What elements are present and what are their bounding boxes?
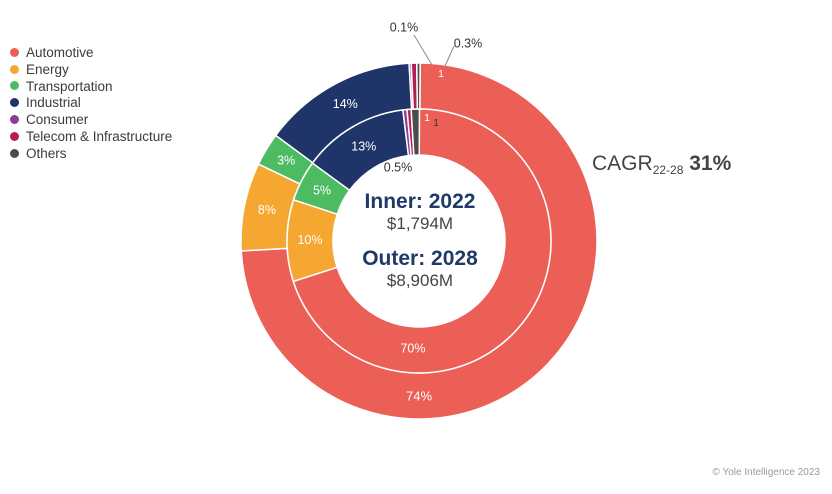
cagr-value: 31%	[689, 152, 732, 175]
cagr-label: CAGR22-28 31%	[592, 152, 731, 177]
legend-swatch	[10, 98, 19, 108]
legend-item: Energy	[10, 61, 172, 78]
inner-center-label: Inner: 2022 $1,794M	[345, 190, 495, 234]
legend-item: Automotive	[10, 44, 172, 61]
legend-item: Telecom & Infrastructure	[10, 128, 172, 145]
inner-ring-slice-others	[410, 108, 421, 156]
legend-label: Industrial	[26, 95, 81, 111]
legend-label: Automotive	[26, 44, 94, 60]
outer-total: $8,906M	[386, 271, 454, 290]
outer-label-others: 0.3%	[454, 36, 483, 50]
legend-item: Transportation	[10, 78, 172, 95]
legend-label: Transportation	[26, 78, 113, 94]
outer-title: Outer: 2028	[362, 247, 478, 270]
cagr-prefix: CAGR	[592, 152, 653, 175]
inner-label-consumer: 0.5%	[384, 160, 413, 174]
inner-ring-slice-automotive	[292, 108, 552, 374]
legend-label: Others	[26, 145, 67, 161]
outer-center-label: Outer: 2028 $8,906M	[345, 247, 495, 291]
legend-item: Industrial	[10, 94, 172, 111]
inner-total: $1,794M	[386, 214, 454, 233]
legend-swatch	[10, 64, 19, 74]
legend-swatch	[10, 47, 19, 57]
others-outer-slice-label: 1	[438, 68, 444, 80]
legend-item: Others	[10, 145, 172, 162]
legend-swatch	[10, 81, 19, 91]
inner-label-others: 1	[433, 117, 439, 129]
outer-label-transportation: 3%	[277, 153, 295, 167]
outer-label-automotive: 74%	[406, 388, 432, 403]
consumer-outer-leader-line	[413, 34, 433, 66]
outer-ring-slice-others	[416, 62, 421, 110]
outer-label-consumer: 0.1%	[390, 20, 419, 34]
legend-swatch	[10, 131, 19, 141]
legend-swatch	[10, 148, 19, 158]
copyright-text: © Yole Intelligence 2023	[712, 467, 820, 478]
legend-item: Consumer	[10, 111, 172, 128]
chart-legend: Automotive Energy Transportation Industrial…	[10, 44, 172, 162]
inner-label-energy: 10%	[297, 233, 322, 247]
cagr-subscript: 22-28	[652, 163, 684, 177]
inner-label-transportation: 5%	[313, 184, 331, 198]
inner-label-industrial: 13%	[351, 139, 376, 153]
legend-label: Consumer	[26, 112, 89, 128]
legend-swatch	[10, 115, 19, 125]
others-outer-leader-line	[444, 45, 455, 67]
telecom-inner-slice-label: 1	[424, 112, 430, 124]
outer-label-energy: 8%	[258, 203, 276, 217]
inner-label-automotive: 70%	[400, 341, 425, 355]
inner-title: Inner: 2022	[364, 190, 476, 213]
legend-label: Telecom & Infrastructure	[26, 128, 173, 144]
outer-label-industrial: 14%	[333, 97, 358, 111]
legend-label: Energy	[26, 61, 69, 77]
